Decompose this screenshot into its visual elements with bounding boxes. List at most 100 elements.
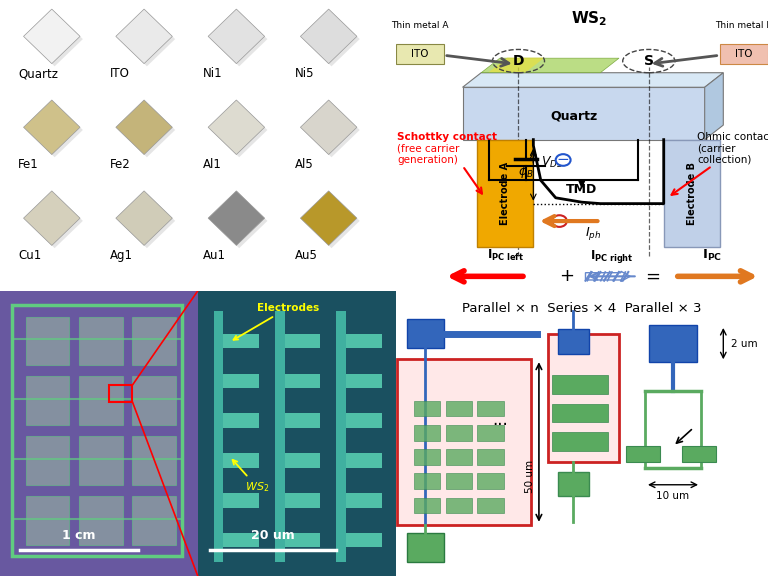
FancyBboxPatch shape	[346, 414, 382, 428]
Polygon shape	[488, 58, 545, 72]
FancyBboxPatch shape	[414, 425, 440, 441]
FancyBboxPatch shape	[285, 414, 320, 428]
FancyBboxPatch shape	[478, 139, 533, 247]
FancyBboxPatch shape	[346, 374, 382, 388]
FancyBboxPatch shape	[407, 319, 444, 348]
Text: Thin metal B: Thin metal B	[715, 21, 768, 29]
FancyBboxPatch shape	[552, 375, 607, 393]
Text: $\mathbf{I_{PC}}$: $\mathbf{I_{PC}}$	[702, 248, 722, 263]
Polygon shape	[300, 9, 357, 63]
FancyBboxPatch shape	[285, 453, 320, 468]
Text: (carrier: (carrier	[697, 143, 736, 153]
Circle shape	[556, 154, 571, 166]
Text: D: D	[513, 54, 525, 68]
Text: +: +	[559, 267, 574, 285]
FancyBboxPatch shape	[445, 473, 472, 489]
Text: Au5: Au5	[295, 249, 318, 262]
Text: ITO: ITO	[110, 67, 130, 80]
Text: Electrode A: Electrode A	[501, 162, 511, 225]
Text: Thin metal A: Thin metal A	[391, 21, 449, 29]
Polygon shape	[705, 73, 723, 139]
Text: Ni5: Ni5	[295, 67, 314, 80]
FancyBboxPatch shape	[396, 44, 444, 64]
Text: Quartz: Quartz	[551, 109, 598, 122]
Text: Ni1: Ni1	[203, 67, 222, 80]
Text: 10 um: 10 um	[657, 491, 690, 501]
FancyBboxPatch shape	[414, 449, 440, 465]
Text: Schottky contact: Schottky contact	[397, 132, 498, 142]
FancyBboxPatch shape	[649, 325, 697, 362]
Text: Al5: Al5	[295, 158, 313, 171]
Text: Electrode B: Electrode B	[687, 162, 697, 225]
FancyBboxPatch shape	[558, 472, 589, 496]
Text: ITO: ITO	[735, 49, 753, 59]
Text: ITO: ITO	[411, 49, 429, 59]
FancyBboxPatch shape	[223, 334, 259, 348]
Polygon shape	[578, 180, 585, 189]
Text: generation): generation)	[397, 155, 458, 165]
FancyBboxPatch shape	[407, 533, 444, 562]
FancyBboxPatch shape	[552, 432, 607, 450]
FancyBboxPatch shape	[79, 496, 123, 545]
FancyBboxPatch shape	[223, 374, 259, 388]
Polygon shape	[118, 103, 175, 157]
FancyBboxPatch shape	[478, 449, 504, 465]
Text: Quartz: Quartz	[18, 67, 58, 80]
Text: Electrodes: Electrodes	[233, 303, 319, 340]
FancyBboxPatch shape	[346, 453, 382, 468]
Text: Au1: Au1	[203, 249, 226, 262]
FancyBboxPatch shape	[223, 414, 259, 428]
Text: Al1: Al1	[203, 158, 221, 171]
Text: 50 um: 50 um	[525, 460, 535, 493]
FancyBboxPatch shape	[462, 88, 705, 139]
Text: 20 um: 20 um	[251, 529, 295, 542]
FancyBboxPatch shape	[478, 425, 504, 441]
FancyBboxPatch shape	[478, 473, 504, 489]
Polygon shape	[26, 12, 83, 66]
FancyBboxPatch shape	[682, 446, 716, 462]
FancyBboxPatch shape	[445, 449, 472, 465]
FancyBboxPatch shape	[285, 374, 320, 388]
FancyBboxPatch shape	[197, 291, 396, 576]
Text: $V_{DS}$: $V_{DS}$	[541, 155, 564, 170]
FancyBboxPatch shape	[133, 436, 176, 485]
FancyBboxPatch shape	[414, 401, 440, 416]
Polygon shape	[208, 100, 265, 154]
Text: 2 um: 2 um	[730, 339, 757, 348]
FancyBboxPatch shape	[548, 334, 619, 462]
Text: Ohmic contact: Ohmic contact	[697, 132, 768, 142]
Polygon shape	[211, 103, 267, 157]
Polygon shape	[300, 100, 357, 154]
Polygon shape	[211, 194, 267, 248]
FancyBboxPatch shape	[414, 498, 440, 513]
Polygon shape	[482, 58, 619, 73]
Text: Ag1: Ag1	[110, 249, 133, 262]
Text: $\mathbf{I_{PC\ left}}$: $\mathbf{I_{PC\ left}}$	[487, 248, 524, 263]
FancyBboxPatch shape	[25, 377, 69, 425]
Polygon shape	[208, 191, 265, 245]
Polygon shape	[303, 103, 359, 157]
Text: =: =	[645, 267, 660, 285]
Polygon shape	[462, 73, 723, 88]
Polygon shape	[303, 194, 359, 248]
FancyBboxPatch shape	[346, 334, 382, 348]
Polygon shape	[118, 194, 175, 248]
Text: $\mathbf{WS_2}$: $\mathbf{WS_2}$	[571, 9, 607, 28]
FancyBboxPatch shape	[552, 404, 607, 422]
Polygon shape	[208, 9, 265, 63]
Polygon shape	[24, 191, 80, 245]
FancyBboxPatch shape	[0, 291, 197, 576]
FancyBboxPatch shape	[79, 377, 123, 425]
Text: $I_{ph}$: $I_{ph}$	[585, 225, 601, 242]
Polygon shape	[24, 100, 80, 154]
FancyBboxPatch shape	[223, 493, 259, 507]
FancyBboxPatch shape	[627, 446, 660, 462]
Polygon shape	[26, 194, 83, 248]
Polygon shape	[211, 12, 267, 66]
FancyBboxPatch shape	[478, 498, 504, 513]
FancyBboxPatch shape	[445, 425, 472, 441]
Polygon shape	[303, 12, 359, 66]
Text: $WS_2$: $WS_2$	[233, 460, 270, 494]
FancyBboxPatch shape	[397, 359, 531, 525]
FancyBboxPatch shape	[25, 317, 69, 365]
